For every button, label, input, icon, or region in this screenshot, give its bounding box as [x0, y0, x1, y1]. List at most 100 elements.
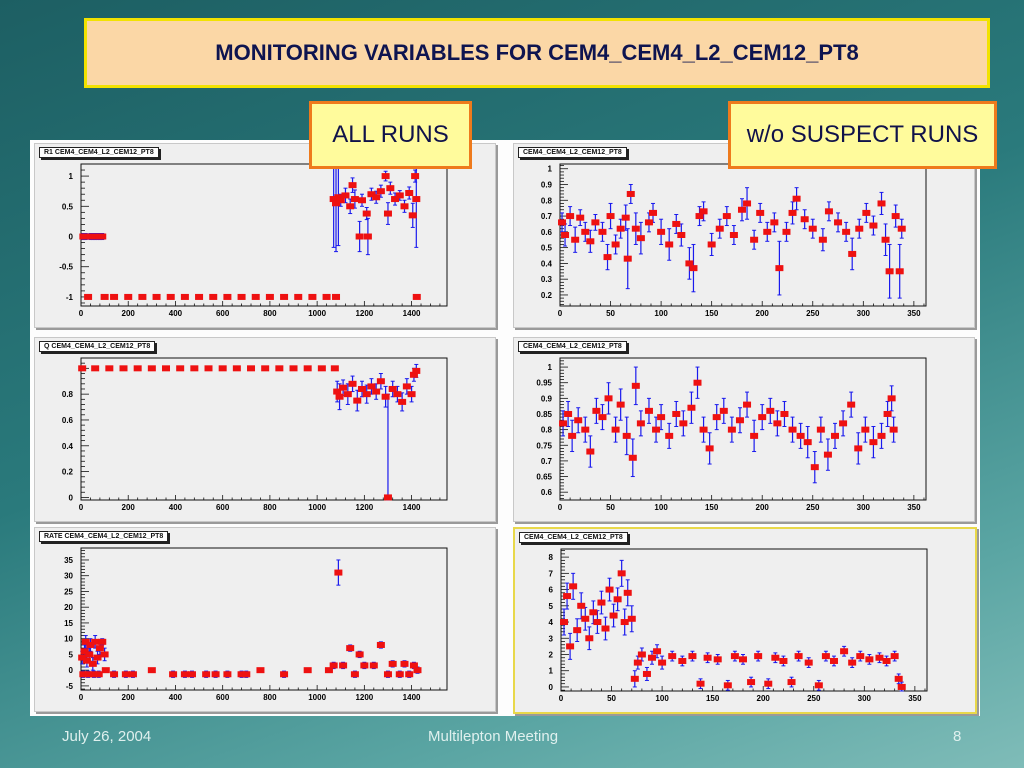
- y-tick-label: 0: [69, 666, 74, 675]
- data-point: [877, 200, 886, 207]
- data-point: [696, 680, 705, 687]
- footer-meeting: Multilepton Meeting: [428, 728, 559, 745]
- x-tick-label: 200: [756, 309, 770, 318]
- data-point: [176, 365, 185, 372]
- data-point: [395, 671, 404, 678]
- data-point: [604, 395, 613, 402]
- data-point: [897, 683, 906, 690]
- x-tick-label: 300: [857, 309, 871, 318]
- data-point: [413, 667, 422, 674]
- data-point: [383, 671, 392, 678]
- data-point: [685, 260, 694, 267]
- data-point: [402, 383, 411, 390]
- data-point: [586, 448, 595, 455]
- data-point: [294, 293, 303, 300]
- data-point: [209, 293, 218, 300]
- data-point: [631, 225, 640, 232]
- data-point: [738, 656, 747, 663]
- data-point: [756, 209, 765, 216]
- data-point: [705, 445, 714, 452]
- y-tick-label: 0.5: [62, 202, 74, 211]
- data-point: [308, 293, 317, 300]
- x-tick-label: 0: [559, 694, 564, 703]
- plot-title: CEM4_CEM4_L2_CEM12_PT8: [518, 341, 627, 352]
- x-tick-label: 600: [216, 503, 230, 512]
- y-tick-label: 0.8: [541, 196, 553, 205]
- data-point: [699, 426, 708, 433]
- data-point: [831, 432, 840, 439]
- data-point: [688, 653, 697, 660]
- data-point: [581, 615, 590, 622]
- data-point: [363, 233, 372, 240]
- plot-frame: [560, 548, 928, 692]
- data-point: [93, 654, 102, 661]
- plot-panel-r1-clean: CEM4_CEM4_L2_CEM12_PT8 0 50 100 150 200 250 300…: [513, 143, 975, 328]
- plot-panel-rate-clean[interactable]: CEM4_CEM4_L2_CEM12_PT8 0 50 100 150 200 250 300…: [513, 527, 977, 714]
- data-point: [792, 195, 801, 202]
- x-tick-label: 150: [705, 309, 719, 318]
- y-tick-label: 0.2: [541, 291, 553, 300]
- data-point: [623, 589, 632, 596]
- x-tick-label: 150: [706, 694, 720, 703]
- data-point: [89, 671, 98, 678]
- y-tick-label: 6: [549, 586, 554, 595]
- data-point: [794, 653, 803, 660]
- y-tick-label: 7: [549, 569, 554, 578]
- x-tick-label: 1000: [308, 693, 326, 702]
- data-point: [758, 414, 767, 421]
- data-point: [573, 627, 582, 634]
- data-point: [91, 638, 100, 645]
- data-point: [735, 417, 744, 424]
- data-point: [626, 190, 635, 197]
- data-point: [814, 682, 823, 689]
- data-point: [839, 420, 848, 427]
- y-tick-label: 5: [69, 650, 74, 659]
- data-point: [110, 671, 119, 678]
- data-point: [124, 293, 133, 300]
- x-tick-label: 0: [558, 503, 563, 512]
- data-point: [329, 196, 338, 203]
- data-point: [95, 645, 104, 652]
- data-point: [569, 583, 578, 590]
- data-point: [91, 365, 100, 372]
- data-point: [218, 365, 227, 372]
- data-point: [568, 432, 577, 439]
- data-point: [810, 464, 819, 471]
- data-point: [232, 365, 241, 372]
- data-point: [391, 196, 400, 203]
- data-point: [848, 659, 857, 666]
- data-point: [622, 432, 631, 439]
- data-point: [133, 365, 142, 372]
- x-tick-label: 0: [558, 309, 563, 318]
- data-point: [346, 203, 355, 210]
- data-point: [668, 653, 677, 660]
- data-point: [856, 653, 865, 660]
- data-point: [829, 657, 838, 664]
- data-point: [775, 265, 784, 272]
- data-point: [400, 660, 409, 667]
- data-point: [796, 432, 805, 439]
- data-point: [566, 213, 575, 220]
- data-point: [346, 645, 355, 652]
- y-tick-label: 30: [64, 572, 73, 581]
- y-tick-label: 20: [64, 603, 73, 612]
- y-tick-label: 25: [64, 587, 73, 596]
- y-tick-label: 0.8: [62, 390, 74, 399]
- data-point: [679, 420, 688, 427]
- x-tick-label: 600: [216, 309, 230, 318]
- data-point: [353, 397, 362, 404]
- data-point: [405, 190, 414, 197]
- page-number: 8: [953, 728, 962, 745]
- data-point: [80, 648, 89, 655]
- y-tick-label: 0.85: [536, 410, 552, 419]
- x-tick-label: 250: [807, 694, 821, 703]
- plot-panel-r1-all: R1 CEM4_CEM4_L2_CEM12_PT8 0 200 400 600 800 10…: [34, 143, 496, 328]
- plot-title: Q CEM4_CEM4_L2_CEM12_PT8: [39, 341, 156, 352]
- data-point: [647, 654, 656, 661]
- data-point: [763, 228, 772, 235]
- data-point: [341, 192, 350, 199]
- x-tick-label: 100: [654, 309, 668, 318]
- data-point: [727, 426, 736, 433]
- data-point: [362, 210, 371, 217]
- data-point: [883, 410, 892, 417]
